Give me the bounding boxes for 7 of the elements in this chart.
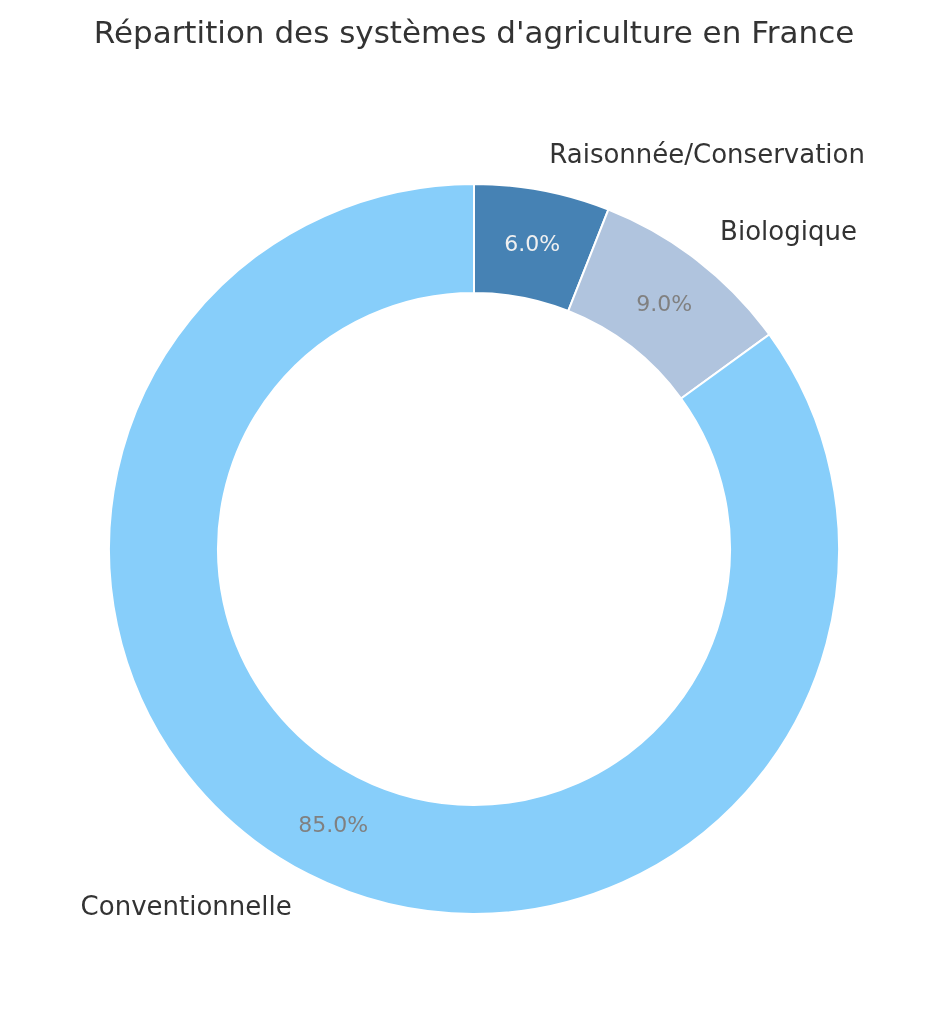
slice-label: Raisonnée/Conservation — [549, 138, 865, 169]
slice-label: Conventionnelle — [80, 890, 292, 921]
data-label: 9.0% — [636, 290, 693, 316]
slice-label: Biologique — [720, 215, 857, 246]
chart-title: Répartition des systèmes d'agriculture en France — [93, 14, 855, 50]
data-label: 6.0% — [504, 231, 561, 257]
data-label: 85.0% — [298, 812, 369, 838]
